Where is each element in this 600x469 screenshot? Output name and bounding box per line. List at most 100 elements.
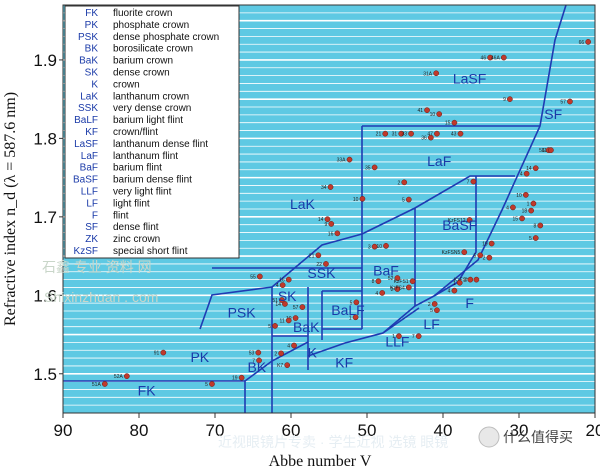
glass-region-label: SK bbox=[278, 288, 297, 304]
legend-code: LaF bbox=[81, 151, 98, 162]
glass-point-label: 2 bbox=[274, 351, 277, 357]
glass-point-label: 7 bbox=[252, 358, 255, 364]
glass-data-point bbox=[371, 164, 378, 171]
glass-data-point bbox=[324, 216, 331, 223]
legend-code: PK bbox=[85, 20, 99, 31]
legend-code: BaSF bbox=[73, 175, 98, 186]
y-tick-label: 1.9 bbox=[33, 51, 57, 70]
glass-region-label: SF bbox=[544, 106, 562, 122]
glass-point-label: 16 bbox=[328, 231, 334, 237]
glass-region-label: LaF bbox=[427, 153, 451, 169]
glass-point-label: 35 bbox=[365, 165, 371, 171]
glass-data-point bbox=[394, 286, 401, 292]
legend-name: barium dense flint bbox=[113, 175, 192, 186]
glass-point-label: 8 bbox=[372, 279, 375, 285]
glass-data-point bbox=[256, 273, 263, 280]
glass-point-label: 10 bbox=[430, 112, 436, 118]
legend-code: PSK bbox=[78, 32, 98, 43]
legend-box bbox=[64, 5, 240, 259]
glass-data-point bbox=[528, 207, 535, 214]
watermark-left-cn: 石鑫 专业 资料 网 bbox=[42, 259, 152, 275]
boundary-llf-bottom bbox=[307, 307, 420, 357]
glass-data-point bbox=[451, 119, 458, 126]
y-tick-label: 1.6 bbox=[33, 286, 57, 305]
glass-data-point bbox=[415, 333, 422, 339]
glass-region-label: BaLF bbox=[331, 302, 364, 318]
glass-point-label: 1 bbox=[349, 315, 352, 321]
glass-data-point bbox=[256, 357, 262, 364]
glass-data-point bbox=[284, 362, 291, 368]
glass-data-point bbox=[352, 314, 359, 321]
brand-logo-icon bbox=[478, 426, 500, 448]
legend-name: dense crown bbox=[113, 68, 170, 79]
glass-data-point bbox=[160, 349, 167, 356]
glass-point-label: 14 bbox=[318, 217, 324, 223]
glass-point-label: KzFS1 bbox=[394, 279, 409, 285]
glass-data-point bbox=[548, 147, 554, 154]
glass-data-point bbox=[285, 276, 292, 283]
glass-point-label: 1 bbox=[453, 281, 456, 287]
glass-data-point bbox=[434, 130, 440, 137]
glass-data-point bbox=[431, 301, 438, 307]
glass-data-point bbox=[405, 196, 412, 203]
glass-point-label: 47 bbox=[427, 132, 433, 138]
glass-data-point bbox=[477, 252, 484, 259]
glass-data-point bbox=[272, 323, 278, 329]
y-tick-label: 1.8 bbox=[33, 129, 57, 148]
glass-point-label: 5 bbox=[402, 198, 405, 204]
glass-point-label: 52A bbox=[114, 374, 124, 380]
glass-point-label: 7 bbox=[412, 334, 415, 340]
glass-point-label: 4 bbox=[276, 283, 279, 289]
glass-point-label: 11 bbox=[542, 148, 547, 154]
glass-data-point bbox=[396, 333, 402, 339]
glass-data-point bbox=[405, 284, 412, 291]
legend-code: BaK bbox=[79, 56, 98, 67]
glass-point-label: 4 bbox=[448, 289, 451, 295]
glass-data-point bbox=[299, 304, 306, 310]
glass-point-label: 3 bbox=[368, 245, 371, 251]
glass-region-label: LF bbox=[423, 316, 439, 332]
glass-data-point bbox=[382, 130, 389, 137]
glass-point-label: 14 bbox=[526, 166, 532, 172]
glass-data-point bbox=[238, 374, 245, 381]
glass-point-label: 2 bbox=[464, 278, 467, 284]
glass-data-point bbox=[486, 254, 493, 261]
glass-point-label: 41 bbox=[417, 108, 423, 114]
glass-point-label: K7 bbox=[277, 363, 283, 369]
glass-data-point bbox=[209, 381, 215, 387]
legend-code: SSK bbox=[78, 103, 98, 114]
glass-point-label: 43 bbox=[451, 132, 457, 138]
glass-region-label: BK bbox=[247, 359, 266, 375]
glass-data-points: 51A52A91519753K7241051114575145516222114… bbox=[92, 39, 592, 388]
glass-point-label: 31 bbox=[392, 132, 398, 138]
legend-code: ZK bbox=[85, 234, 98, 245]
glass-point-label: 9 bbox=[324, 222, 327, 228]
glass-data-point bbox=[427, 134, 434, 141]
glass-point-label: 10 bbox=[516, 193, 522, 199]
glass-point-label: 4 bbox=[375, 291, 378, 297]
legend-name: very light flint bbox=[113, 187, 172, 198]
glass-data-point bbox=[282, 301, 288, 307]
legend-code: BaLF bbox=[74, 115, 98, 126]
glass-data-point bbox=[278, 350, 284, 357]
glass-data-point bbox=[379, 290, 386, 296]
watermarks: 石鑫 专业 资料 网 Shixinzhuan . com 近视眼镜片专卖 · 学… bbox=[42, 259, 573, 450]
glass-point-label: 57 bbox=[293, 305, 299, 311]
legend-code: BK bbox=[85, 44, 99, 55]
glass-point-label: 56 bbox=[539, 148, 545, 154]
legend-code: LLF bbox=[81, 187, 98, 198]
glass-region-label: BaSF bbox=[442, 217, 477, 233]
glass-point-label: 5 bbox=[268, 324, 271, 330]
glass-point-label: 15 bbox=[512, 216, 518, 222]
glass-region-label: PK bbox=[190, 349, 209, 365]
glass-region-label: FK bbox=[138, 383, 157, 399]
glass-data-point bbox=[470, 178, 477, 185]
axis-lines bbox=[62, 4, 596, 414]
glass-data-point bbox=[279, 282, 286, 288]
glass-point-label: 1 bbox=[392, 334, 395, 340]
legend-code: LaK bbox=[80, 91, 98, 102]
glass-data-point bbox=[291, 342, 297, 349]
legend-name: lanthanum dense flint bbox=[113, 139, 208, 150]
